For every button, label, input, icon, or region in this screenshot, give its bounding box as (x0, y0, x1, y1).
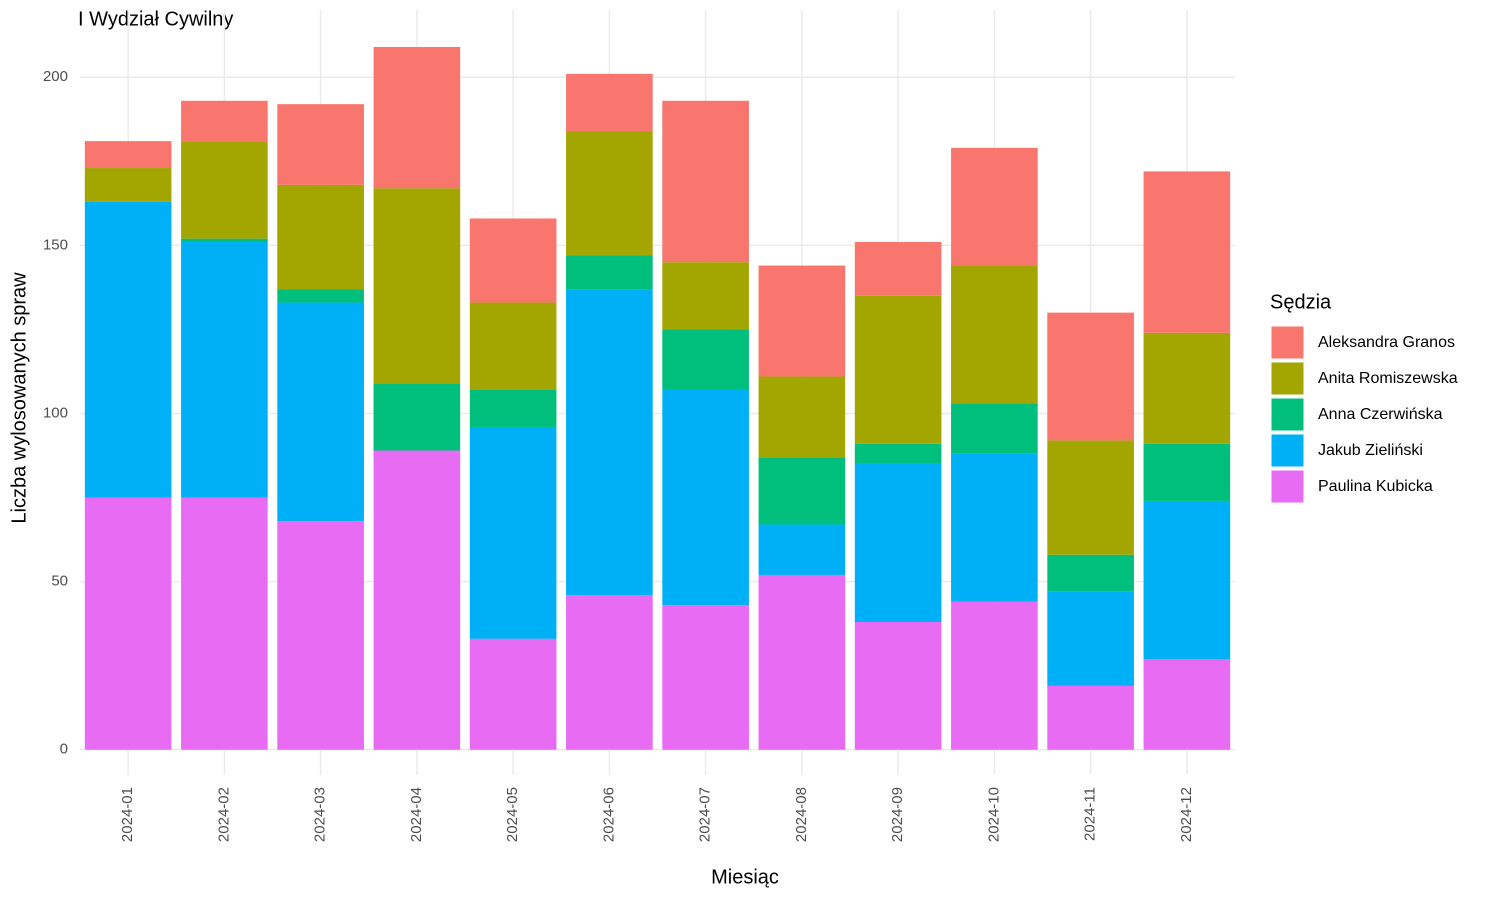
legend-swatch (1270, 433, 1305, 468)
bar-segment (1143, 443, 1231, 501)
x-tick-label: 2024-03 (312, 787, 329, 842)
bar-segment (854, 295, 942, 444)
legend-label: Anna Czerwińska (1318, 406, 1443, 423)
bar-segment (373, 383, 461, 451)
y-tick-label: 0 (60, 741, 68, 758)
legend-swatch (1270, 397, 1305, 432)
bar-segment (758, 265, 846, 377)
bar-segment (854, 622, 942, 750)
x-tick-label: 2024-02 (215, 787, 232, 842)
bar-segment (758, 457, 846, 525)
chart-title: I Wydział Cywilny (78, 8, 233, 30)
bar-segment (1047, 591, 1134, 686)
y-tick-label: 50 (51, 573, 68, 590)
x-tick-label: 2024-10 (985, 787, 1002, 842)
bar-segment (1143, 658, 1231, 750)
bar-segment (84, 141, 172, 169)
bar-segment (758, 376, 846, 458)
bar-segment (566, 289, 653, 596)
x-tick-label: 2024-04 (408, 787, 425, 842)
legend-swatch (1270, 325, 1305, 360)
bar-segment (662, 605, 749, 750)
bar-segment (566, 255, 653, 290)
x-tick-label: 2024-08 (793, 787, 810, 842)
bar-segment (758, 574, 846, 750)
bar-segment (469, 426, 557, 639)
legend-label: Anita Romiszewska (1318, 370, 1458, 387)
bar-segment (277, 521, 364, 750)
x-tick-label: 2024-11 (1082, 787, 1099, 841)
y-tick-label: 200 (43, 68, 68, 85)
bar-segment (566, 131, 653, 256)
bar-segment (662, 262, 749, 330)
bar-segment (1143, 171, 1231, 333)
bar-segment (1143, 500, 1231, 659)
bar-segment (854, 463, 942, 622)
x-tick-label: 2024-01 (119, 787, 136, 842)
bar-segment (951, 403, 1038, 454)
x-tick-label: 2024-07 (697, 787, 714, 842)
bar-segment (469, 389, 557, 427)
legend-label: Aleksandra Granos (1318, 334, 1455, 351)
x-tick-label: 2024-06 (600, 787, 617, 842)
bar-segment (84, 497, 172, 750)
bar-segment (1047, 440, 1134, 555)
bar-segment (758, 524, 846, 575)
legend-label: Jakub Zieliński (1318, 442, 1423, 459)
bar-segment (469, 218, 557, 303)
bar-segment (951, 601, 1038, 750)
bar-segment (1047, 554, 1134, 592)
legend-swatch (1270, 361, 1305, 396)
bar-segment (1143, 332, 1231, 444)
bar-segment (854, 242, 942, 296)
x-tick-label: 2024-09 (889, 787, 906, 842)
bar-segment (181, 238, 268, 243)
y-tick-label: 100 (43, 404, 68, 421)
bar-segment (277, 104, 364, 185)
bar-segment (566, 73, 653, 132)
bar-segment (373, 46, 461, 189)
bar-segment (181, 100, 268, 142)
bar-segment (469, 302, 557, 390)
x-tick-label: 2024-12 (1178, 787, 1195, 842)
bar-segment (181, 242, 268, 498)
bar-segment (277, 289, 364, 303)
bar-segment (1047, 312, 1134, 441)
y-axis-title: Liczba wylosowanych spraw (8, 272, 30, 524)
x-tick-label: 2024-05 (504, 787, 521, 842)
bar-segment (566, 595, 653, 750)
bar-segment (662, 100, 749, 263)
bar-segment (951, 265, 1038, 404)
bar-segment (277, 184, 364, 290)
bar-segment (84, 168, 172, 202)
bar-segment (662, 389, 749, 606)
bar-segment (1047, 685, 1134, 750)
legend-title: Sędzia (1270, 291, 1332, 313)
bar-segment (854, 443, 942, 464)
bar-segment (181, 141, 268, 239)
legend-swatch (1270, 469, 1305, 504)
bar-segment (277, 302, 364, 522)
bar-segment (951, 453, 1038, 602)
bar-segment (181, 497, 268, 750)
bar-segment (373, 450, 461, 750)
y-tick-label: 150 (43, 236, 68, 253)
x-axis-title: Miesiąc (711, 866, 779, 888)
bar-segment (469, 638, 557, 750)
bar-segment (84, 201, 172, 498)
bar-segment (373, 188, 461, 384)
legend-label: Paulina Kubicka (1318, 478, 1433, 495)
bar-segment (951, 147, 1038, 266)
bar-segment (662, 329, 749, 390)
